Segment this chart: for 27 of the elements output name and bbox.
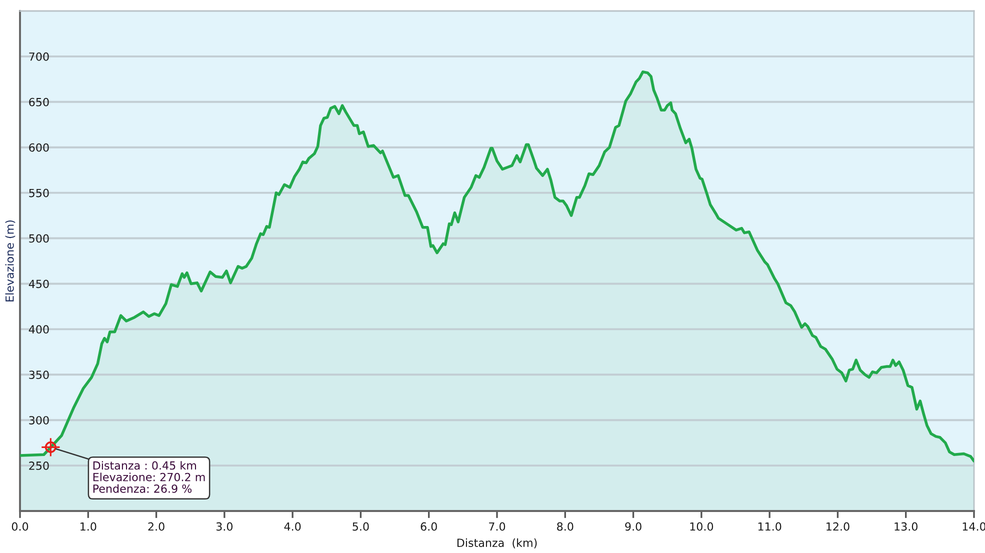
x-tick-label: 10.0 [690, 522, 714, 531]
y-tick-label: 350 [29, 370, 49, 380]
y-tick-label: 400 [28, 325, 49, 334]
x-tick-label: 8.0 [557, 522, 574, 531]
y-tick-label: 550 [29, 188, 49, 198]
x-tick-label: 13.0 [894, 522, 918, 531]
y-tick-label: 650 [29, 98, 49, 106]
x-tick-label: 0.0 [12, 522, 28, 531]
x-axis-title: Distanza (km) [457, 538, 537, 548]
x-tick-label: 12.0 [826, 522, 850, 531]
x-tick-label: 9.0 [625, 522, 642, 531]
x-tick-label: 11.0 [758, 522, 782, 531]
x-tick-label: 3.0 [216, 522, 233, 531]
annotation: Distanza : 0.45 km Elevazione: 270.2 m Pendenza: 26.9 % [93, 461, 205, 493]
x-tick-label: 7.0 [489, 522, 506, 531]
y-tick-label: 600 [29, 143, 49, 152]
y-axis-title: Elevazione (m) [5, 220, 16, 302]
y-tick-label: 450 [28, 280, 49, 288]
x-tick-label: 2.0 [148, 522, 164, 531]
x-tick-label: 6.0 [420, 522, 437, 531]
y-tick-label: 700 [29, 52, 49, 61]
x-tick-label: 5.0 [352, 522, 369, 531]
x-tick-label: 1.0 [80, 522, 96, 531]
y-tick-label: 250 [29, 462, 49, 470]
y-tick-label: 500 [29, 234, 49, 243]
y-tick-label: 300 [29, 416, 49, 424]
x-tick-label: 4.0 [284, 522, 301, 531]
